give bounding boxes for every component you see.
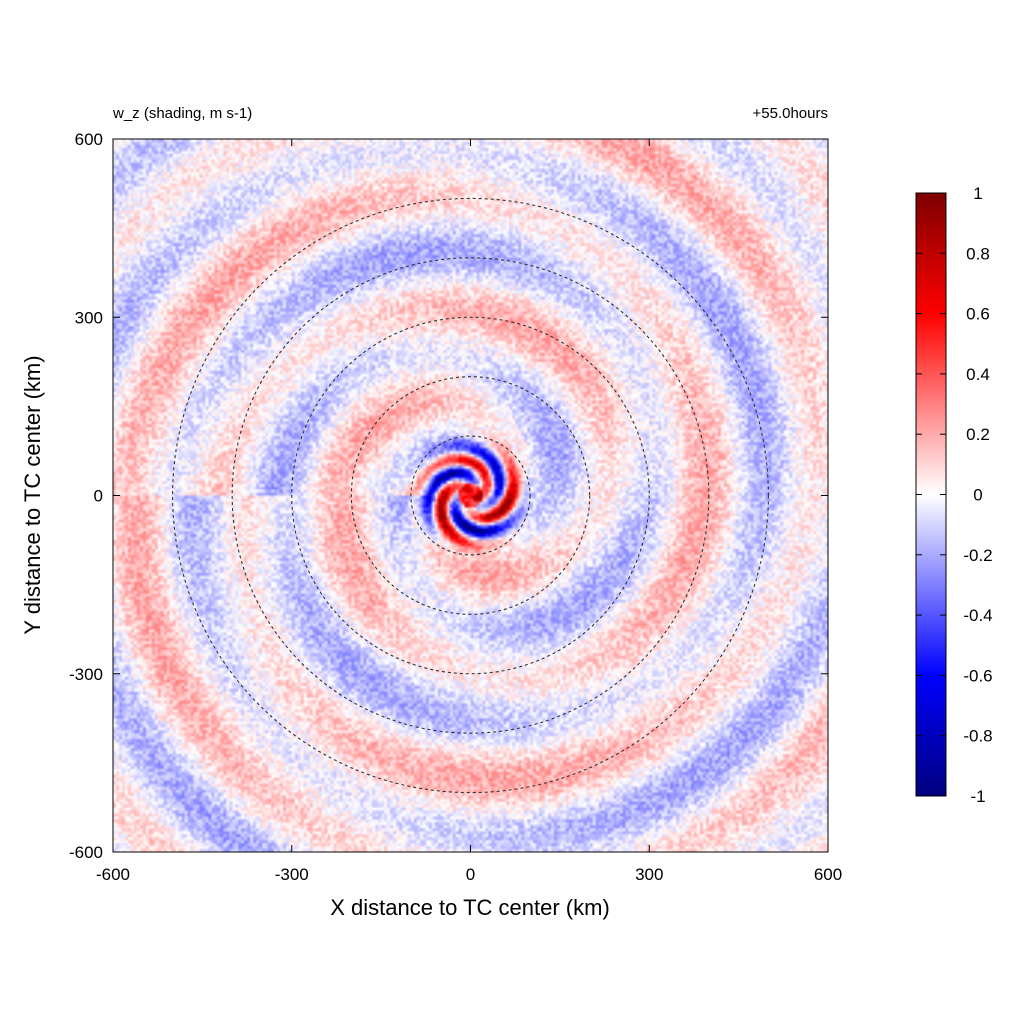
- x-tick-label: 0: [466, 865, 475, 884]
- colorbar-tick-label: 0.4: [966, 365, 990, 384]
- y-tick-label: 300: [75, 308, 103, 327]
- x-axis: -600 -300 0 300 600: [96, 139, 842, 884]
- colorbar-tick-label: 0.8: [966, 244, 990, 263]
- colorbar-tick-label: -0.2: [963, 546, 992, 565]
- colorbar-tick-label: -0.8: [963, 727, 992, 746]
- colorbar-tick-label: 0.2: [966, 425, 990, 444]
- vertical-velocity-field: [113, 139, 828, 852]
- colorbar-tick-label: -0.4: [963, 606, 992, 625]
- range-ring: [231, 257, 710, 734]
- colorbar-tick-label: 1: [973, 184, 982, 203]
- x-tick-label: -600: [96, 865, 130, 884]
- x-tick-label: -300: [275, 865, 309, 884]
- y-tick-label: 600: [75, 130, 103, 149]
- y-tick-label: -300: [69, 665, 103, 684]
- x-axis-label: X distance to TC center (km): [330, 895, 610, 920]
- colorbar-tick-label: 0: [973, 486, 982, 505]
- plot-area: [113, 139, 828, 852]
- range-ring: [410, 435, 531, 556]
- range-ring: [172, 197, 769, 794]
- colorbar-tick-label: -1: [970, 787, 985, 806]
- colorbar-ticks: 1 0.8 0.6 0.4 0.2 0 -0.2 -0.4 -0.6 -0.8 -1: [916, 184, 993, 806]
- chart-title-left: w_z (shading, m s-1): [112, 105, 252, 122]
- range-ring: [291, 316, 650, 675]
- y-tick-label: 0: [94, 487, 103, 506]
- y-axis-label: Y distance to TC center (km): [20, 355, 45, 634]
- y-axis: -600 -300 0 300 600: [69, 130, 828, 862]
- colorbar-tick-label: -0.6: [963, 666, 992, 685]
- colorbar-tick-label: 0.6: [966, 305, 990, 324]
- range-ring: [350, 376, 591, 615]
- x-tick-label: 600: [814, 865, 842, 884]
- y-tick-label: -600: [69, 843, 103, 862]
- chart-title-right: +55.0hours: [753, 105, 828, 122]
- x-tick-label: 300: [635, 865, 663, 884]
- range-rings: [172, 197, 769, 794]
